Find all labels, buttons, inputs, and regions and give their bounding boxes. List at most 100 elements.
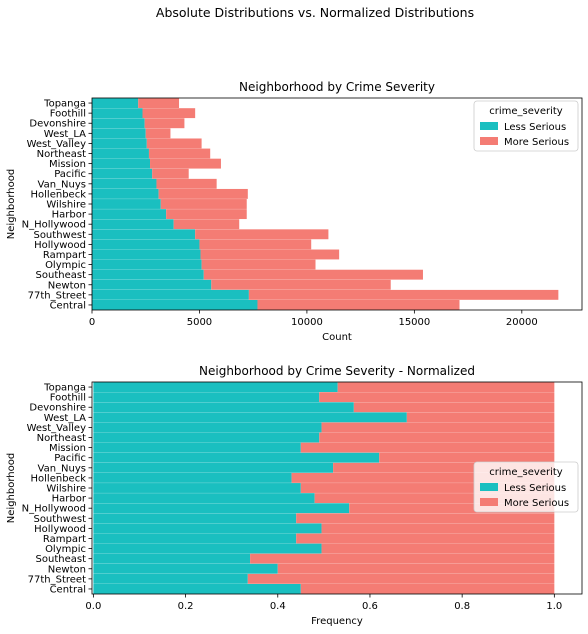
legend-entry: More Serious	[504, 137, 569, 148]
bar-less-serious-77th_street	[93, 573, 248, 584]
bar-less-serious-mission	[92, 158, 151, 169]
y-tick-label: West_Valley	[27, 139, 86, 150]
bar-more-serious-van_nuys	[333, 462, 555, 473]
y-tick-label: West_Valley	[27, 423, 86, 434]
x-tick-label: 0.8	[454, 601, 470, 612]
y-tick-label: Foothill	[50, 109, 86, 120]
legend-swatch-less-serious	[480, 122, 498, 130]
y-tick-label: 77th_Street	[28, 290, 86, 301]
bar-more-serious-77th_street	[248, 289, 559, 300]
chart-absolute: Neighborhood by Crime Severity TopangaFoo…	[6, 80, 583, 343]
bar-less-serious-devonshire	[92, 118, 145, 129]
bar-less-serious-hollenbeck	[92, 188, 159, 199]
bar-less-serious-hollywood	[93, 523, 322, 534]
bar-less-serious-west_la	[93, 412, 407, 423]
bar-more-serious-harbor	[166, 209, 247, 220]
axes-frame	[91, 381, 583, 595]
bar-less-serious-newton	[93, 563, 278, 574]
bar-less-serious-olympic	[93, 543, 322, 554]
bar-more-serious-hollenbeck	[158, 188, 248, 199]
y-tick-label: Hollywood	[34, 524, 86, 535]
x-tick-label: 10000	[291, 317, 323, 328]
bar-less-serious-pacific	[92, 168, 153, 179]
bar-less-serious-foothill	[93, 392, 320, 403]
y-tick-label: Olympic	[45, 260, 86, 271]
bar-more-serious-devonshire	[144, 118, 185, 129]
x-tick-label: 20000	[506, 317, 538, 328]
y-axis-label: Neighborhood	[6, 169, 17, 239]
bar-more-serious-n_hollywood	[173, 219, 240, 230]
bar-less-serious-n_hollywood	[93, 503, 350, 514]
bar-less-serious-southeast	[92, 269, 204, 280]
chart-title: Neighborhood by Crime Severity - Normali…	[199, 364, 475, 378]
y-axis-label: Neighborhood	[6, 453, 17, 523]
bar-less-serious-harbor	[93, 493, 315, 504]
bar-less-serious-central	[93, 584, 301, 594]
bar-more-serious-mission	[150, 158, 221, 169]
bar-less-serious-wilshire	[93, 483, 301, 493]
bar-more-serious-northeast	[148, 148, 211, 159]
y-tick-label: Topanga	[43, 99, 86, 110]
y-tick-label: West_LA	[44, 413, 86, 424]
bar-more-serious-central	[257, 300, 460, 310]
y-tick-label: 77th_Street	[28, 574, 86, 585]
y-tick-label: Mission	[49, 159, 86, 170]
x-axis-label: Count	[322, 332, 352, 343]
bar-more-serious-rampart	[200, 249, 340, 260]
bar-more-serious-pacific	[152, 168, 189, 179]
legend: crime_severity Less Serious More Serious	[473, 461, 579, 513]
y-tick-label: Rampart	[43, 250, 86, 261]
bar-more-serious-newton	[277, 563, 555, 574]
bar-more-serious-topanga	[138, 98, 180, 108]
bar-less-serious-newton	[92, 279, 212, 290]
bar-more-serious-southeast	[203, 269, 423, 280]
chart-normalized: Neighborhood by Crime Severity - Normali…	[6, 364, 583, 627]
y-tick-label: Van_Nuys	[38, 463, 86, 474]
bar-less-serious-northeast	[92, 148, 149, 159]
legend-box	[473, 100, 579, 152]
bar-more-serious-harbor	[314, 493, 555, 504]
bar-less-serious-n_hollywood	[92, 219, 174, 230]
bar-less-serious-devonshire	[93, 402, 354, 413]
x-axis-label: Frequency	[311, 616, 363, 627]
bar-less-serious-west_la	[92, 128, 146, 139]
legend-entry: More Serious	[504, 498, 569, 509]
bar-less-serious-van_nuys	[93, 462, 334, 473]
axes-frame	[91, 97, 583, 311]
y-tick-label: Pacific	[54, 169, 86, 180]
bar-less-serious-topanga	[92, 98, 139, 108]
bar-more-serious-hollenbeck	[291, 472, 555, 483]
bar-less-serious-hollywood	[92, 239, 200, 250]
bar-more-serious-hollywood	[321, 523, 555, 534]
bar-less-serious-west_valley	[93, 422, 322, 433]
bar-less-serious-van_nuys	[92, 178, 157, 189]
bar-more-serious-olympic	[201, 259, 316, 270]
bar-less-serious-hollenbeck	[93, 472, 292, 483]
y-tick-label: Newton	[48, 564, 86, 575]
y-tick-label: Northeast	[37, 149, 86, 160]
bar-more-serious-wilshire	[160, 199, 247, 209]
bar-more-serious-wilshire	[300, 483, 555, 493]
legend-swatch-more-serious	[480, 137, 498, 145]
bar-more-serious-hollywood	[199, 239, 312, 250]
x-tick-label: 5000	[187, 317, 212, 328]
bar-less-serious-northeast	[93, 432, 320, 443]
y-tick-label: Hollenbeck	[31, 189, 87, 200]
bar-more-serious-west_valley	[321, 422, 555, 433]
legend-entry: Less Serious	[504, 122, 566, 133]
bar-less-serious-77th_street	[92, 289, 249, 300]
bar-less-serious-rampart	[93, 533, 297, 544]
bar-more-serious-olympic	[321, 543, 555, 554]
legend-swatch-more-serious	[480, 498, 498, 506]
x-tick-label: 1.0	[546, 601, 562, 612]
legend-title: crime_severity	[489, 106, 563, 117]
y-tick-label: Southwest	[33, 514, 86, 525]
bar-less-serious-rampart	[92, 249, 201, 260]
bar-more-serious-southeast	[250, 553, 555, 564]
bar-more-serious-77th_street	[247, 573, 555, 584]
bar-more-serious-foothill	[142, 108, 196, 119]
y-tick-label: Central	[50, 300, 86, 311]
bar-more-serious-southwest	[195, 229, 329, 240]
x-tick-label: 0.6	[362, 601, 378, 612]
y-tick-label: Southwest	[33, 230, 86, 241]
